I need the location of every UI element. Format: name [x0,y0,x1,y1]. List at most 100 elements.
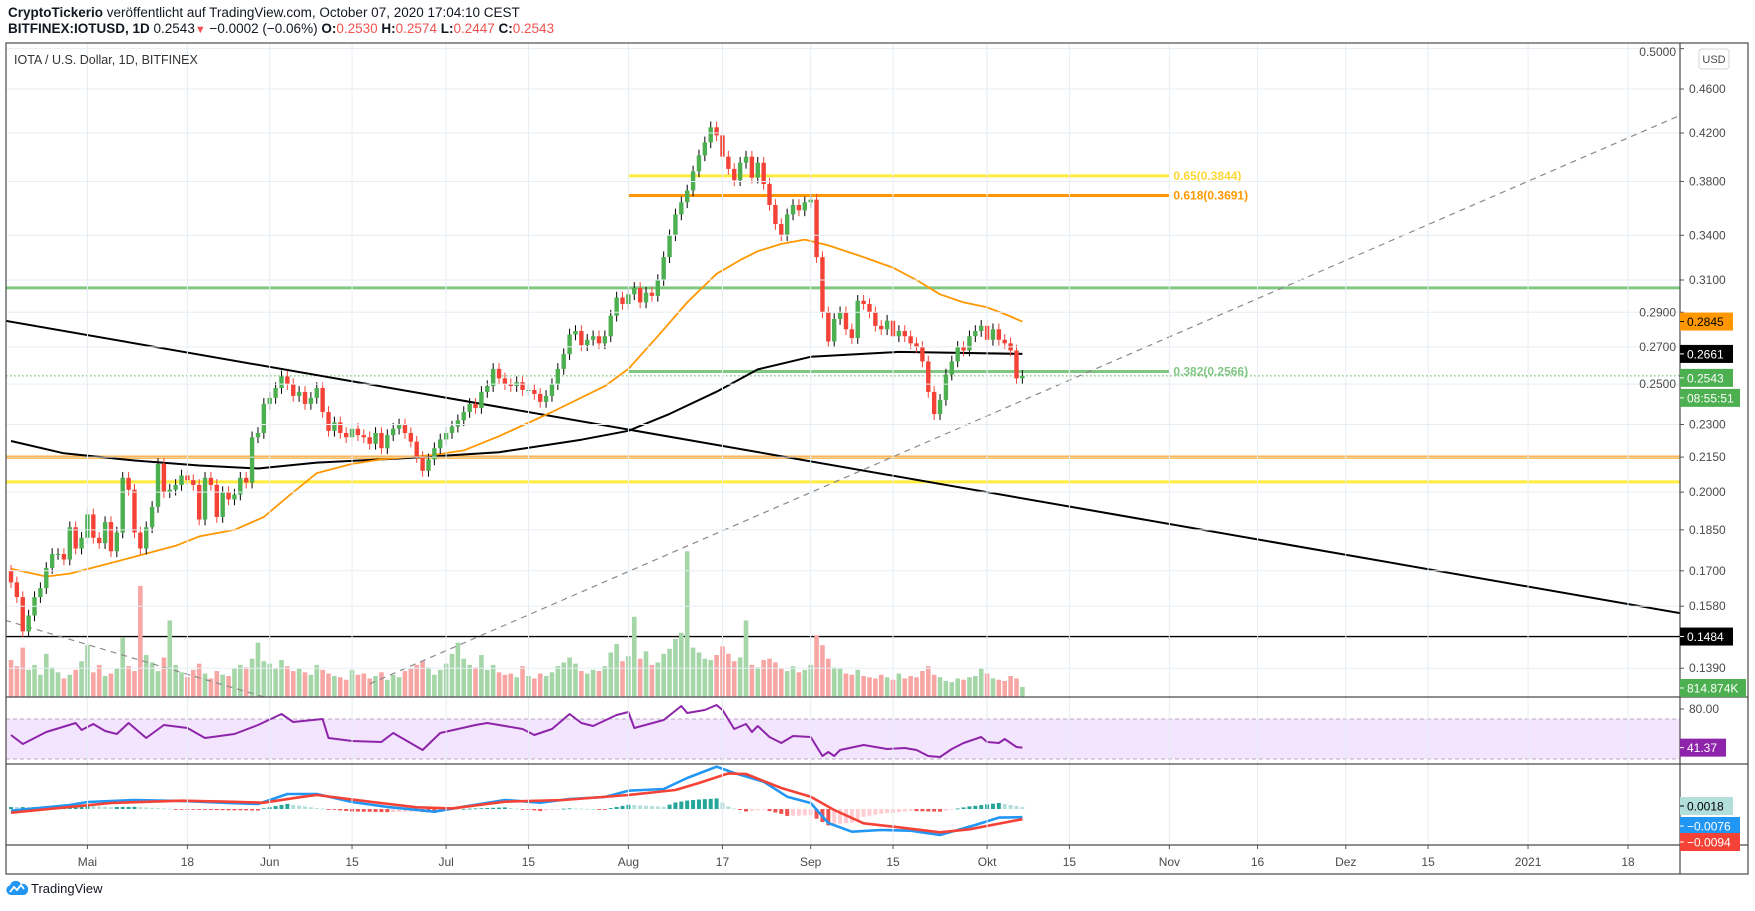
volume-bar [32,664,37,697]
candle [867,298,872,319]
candle-body [761,162,766,185]
candle-body [314,388,319,398]
symbol-info: BITFINEX:IOTUSD, 1D 0.2543▼ −0.0002 (−0.… [8,21,554,36]
macd-histogram-bar [279,804,284,809]
candle-body [579,331,584,346]
rsi-pane[interactable] [6,704,1680,760]
volume-bar [343,679,349,697]
volume-bar [896,673,902,697]
candle-body [73,527,78,549]
candle-body [567,334,572,355]
macd-histogram-bar [685,800,690,809]
macd-histogram-bar [979,805,984,809]
time-axis-label: 15 [886,855,900,869]
volume-bar [355,674,361,697]
volume-bar [1008,676,1013,697]
volume-bar [820,645,825,697]
candle [590,330,596,346]
candle-body [884,320,890,330]
candle [755,156,760,184]
volume-bar [255,642,261,697]
candle-body [679,202,684,215]
tradingview-logo[interactable]: TradingView [6,880,103,896]
candle [232,488,237,506]
candle [979,320,984,337]
macd-histogram-bar [373,809,378,812]
time-axis-label: 15 [1421,855,1435,869]
dashed-trendline[interactable] [369,114,1681,685]
volume-bar [579,671,584,697]
candle [802,196,807,217]
candle-body [937,399,943,415]
candle-body [296,391,302,396]
volume-bar [943,680,949,697]
volume-bar [590,669,596,697]
volume-bar [537,673,543,697]
macd-histogram-bar [914,809,919,812]
candle-body [590,336,596,340]
candle [849,323,855,344]
candle [943,368,949,406]
candle [373,427,378,450]
candle [837,306,843,325]
candle-body [161,463,167,493]
dashed-trendline[interactable] [5,619,265,697]
candle [532,384,537,400]
candle [749,150,755,184]
volume-bar [878,674,884,697]
volume-bar [867,677,872,697]
level-price-badge-text: 0.1484 [1687,630,1724,644]
candle [432,442,437,466]
candle [291,378,296,402]
volume-bar [402,671,408,697]
volume-bar [767,658,772,697]
macd-histogram-bar [855,809,860,820]
macd-pane[interactable] [9,765,1025,837]
currency-button[interactable]: USD [1698,48,1730,70]
volume-bar [49,667,55,697]
last-price: 0.2543 [153,21,195,36]
macd-histogram-bar [632,805,637,809]
candle [655,274,660,302]
tradingview-brand: TradingView [31,880,103,896]
macd-histogram-bar [314,808,319,809]
macd-histogram-bar [990,803,995,809]
candle [308,392,314,410]
macd-histogram-bar [791,809,796,816]
trendline[interactable] [5,319,1681,615]
volume-bar [784,671,790,697]
candle-body [773,204,778,225]
macd-histogram-bar [220,809,225,811]
macd-histogram-bar [996,802,1001,809]
candle-body [755,162,760,178]
candle-body [820,257,825,313]
author-name[interactable]: CryptoTickerio [8,5,104,20]
candle-body [449,426,455,433]
candle [108,516,114,558]
macd-histogram-bar [320,808,325,810]
volume-bar [326,673,331,697]
candle [202,472,208,526]
high-label: H: [381,21,396,36]
candle-body [637,287,643,303]
macd-histogram-bar [838,809,843,824]
candle [396,418,402,435]
macd-histogram-bar [344,809,349,811]
volume-bar [584,673,590,697]
signal-value-badge: −0.0094 [1680,833,1740,851]
candle [861,294,866,310]
candle [743,150,749,169]
candle [967,330,972,357]
candle [937,394,943,420]
candle-body [632,287,637,295]
candle-body [61,553,67,560]
candle-body [690,171,696,191]
price-pane[interactable]: 0.65(0.3844) 0.618(0.3691) 0.382(0.2566) [5,114,1681,697]
macd-histogram-bar [20,807,25,809]
candle [38,582,43,603]
macd-histogram-bar [502,807,507,809]
candle-body [261,403,267,433]
candle-body [244,477,249,483]
macd-histogram-bar [867,809,872,816]
